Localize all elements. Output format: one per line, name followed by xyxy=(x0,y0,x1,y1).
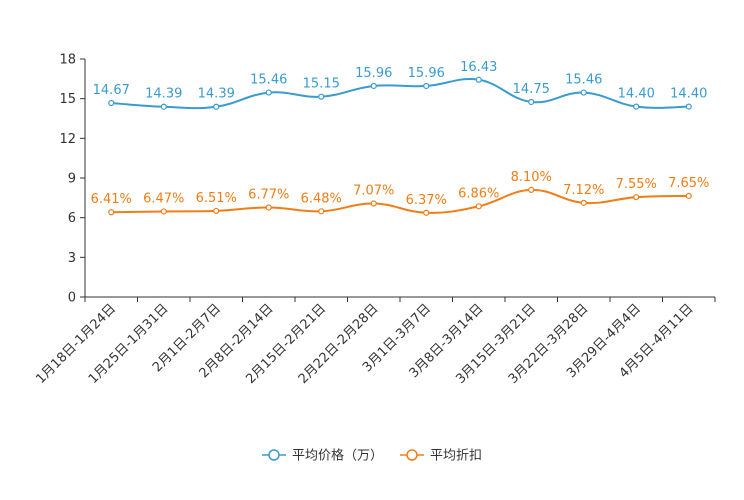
y-tick-label: 12 xyxy=(59,132,76,147)
series-layer: 14.67 14.39 14.39 15.46 15.15 15.96 15.96 16.43… xyxy=(91,60,709,216)
series-line-0 xyxy=(111,78,689,110)
data-point[interactable] xyxy=(580,199,587,206)
data-point[interactable] xyxy=(213,207,220,215)
data-label: 7.55% xyxy=(616,177,657,192)
data-point[interactable] xyxy=(633,194,640,201)
data-point[interactable] xyxy=(475,203,482,210)
data-label: 6.86% xyxy=(458,186,499,201)
data-point[interactable] xyxy=(265,89,272,96)
data-label: 15.46 xyxy=(565,73,602,88)
data-label: 6.41% xyxy=(91,192,132,207)
data-label: 6.37% xyxy=(406,193,447,208)
axes: 03691215181月18日-1月24日1月25日-1月31日2月1日-2月7… xyxy=(33,53,716,387)
data-label: 16.43 xyxy=(460,60,497,75)
data-label: 14.40 xyxy=(618,87,655,102)
legend-swatch-marker xyxy=(406,449,418,461)
y-tick-label: 6 xyxy=(68,211,76,226)
legend-label: 平均价格（万） xyxy=(292,448,383,464)
data-label: 6.77% xyxy=(248,187,289,202)
data-point[interactable] xyxy=(685,103,692,110)
data-label: 15.46 xyxy=(250,73,287,88)
data-label: 14.39 xyxy=(198,87,235,102)
data-point[interactable] xyxy=(475,76,482,83)
data-point[interactable] xyxy=(685,192,692,199)
data-point[interactable] xyxy=(633,103,640,110)
data-point[interactable] xyxy=(160,208,167,215)
data-label: 14.67 xyxy=(93,83,130,98)
data-point[interactable] xyxy=(108,209,115,216)
data-label: 8.10% xyxy=(511,170,552,185)
y-tick-label: 18 xyxy=(59,53,76,68)
data-point[interactable] xyxy=(265,204,272,211)
data-point[interactable] xyxy=(528,98,535,106)
legend[interactable]: 平均价格（万） 平均折扣 xyxy=(262,448,482,464)
data-point[interactable] xyxy=(160,103,167,110)
data-point[interactable] xyxy=(370,200,377,207)
legend-item-1[interactable]: 平均折扣 xyxy=(400,449,482,464)
data-label: 14.75 xyxy=(513,82,550,97)
data-label: 6.51% xyxy=(196,191,237,206)
data-label: 15.96 xyxy=(408,66,445,81)
y-tick-label: 0 xyxy=(68,291,76,306)
data-point[interactable] xyxy=(423,82,430,90)
data-point[interactable] xyxy=(423,209,430,216)
legend-item-0[interactable]: 平均价格（万） xyxy=(262,448,383,464)
legend-swatch-marker xyxy=(268,449,280,461)
data-point[interactable] xyxy=(108,99,115,107)
y-tick-label: 15 xyxy=(59,92,76,107)
data-label: 7.12% xyxy=(563,183,604,198)
data-point[interactable] xyxy=(318,208,325,215)
data-point[interactable] xyxy=(528,186,535,193)
data-point[interactable] xyxy=(370,82,377,90)
data-label: 14.40 xyxy=(670,87,707,102)
data-label: 7.65% xyxy=(668,176,709,191)
data-point[interactable] xyxy=(580,89,587,96)
data-label: 7.07% xyxy=(353,184,394,199)
y-tick-label: 9 xyxy=(68,172,76,187)
data-point[interactable] xyxy=(213,103,220,110)
data-label: 15.96 xyxy=(355,66,392,81)
data-label: 6.47% xyxy=(143,191,184,206)
data-label: 14.39 xyxy=(145,87,182,102)
series-line-1 xyxy=(111,188,689,214)
data-label: 6.48% xyxy=(301,191,342,206)
data-label: 15.15 xyxy=(303,77,340,92)
legend-label: 平均折扣 xyxy=(430,449,482,464)
y-tick-label: 3 xyxy=(68,251,76,266)
data-point[interactable] xyxy=(318,93,325,100)
